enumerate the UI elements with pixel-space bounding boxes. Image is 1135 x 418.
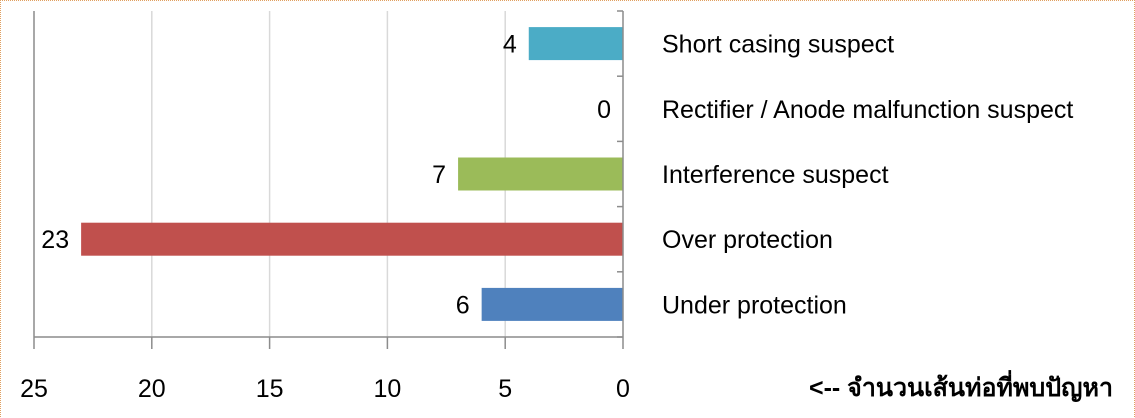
category-label: Interference suspect xyxy=(662,161,889,189)
x-tick-label: 15 xyxy=(256,375,284,403)
x-tick-label: 20 xyxy=(138,375,166,403)
x-tick-label: 5 xyxy=(498,375,512,403)
data-label: 23 xyxy=(41,226,69,254)
x-tick-label: 10 xyxy=(373,375,401,403)
bar xyxy=(481,287,623,321)
category-label: Under protection xyxy=(662,291,847,319)
category-label: Rectifier / Anode malfunction suspect xyxy=(662,96,1073,124)
bar xyxy=(81,222,624,256)
category-label: Over protection xyxy=(662,226,833,254)
data-label: 0 xyxy=(597,96,611,124)
x-tick-label: 0 xyxy=(616,375,630,403)
gridlines xyxy=(151,11,506,337)
x-tick-label: 25 xyxy=(20,375,48,403)
data-label: 4 xyxy=(503,31,517,59)
category-label: Short casing suspect xyxy=(662,31,894,59)
data-label: 6 xyxy=(456,291,470,319)
x-axis: 25 20 15 10 5 0 xyxy=(20,10,630,403)
x-axis-title: <-- จำนวนเส้นท่อที่พบปัญหา xyxy=(809,370,1113,402)
bars xyxy=(81,27,624,321)
bar xyxy=(458,157,623,191)
bar xyxy=(528,27,623,61)
labels: 4 Short casing suspect 0 Rectifier / Anode … xyxy=(41,31,1073,320)
data-label: 7 xyxy=(432,161,446,189)
